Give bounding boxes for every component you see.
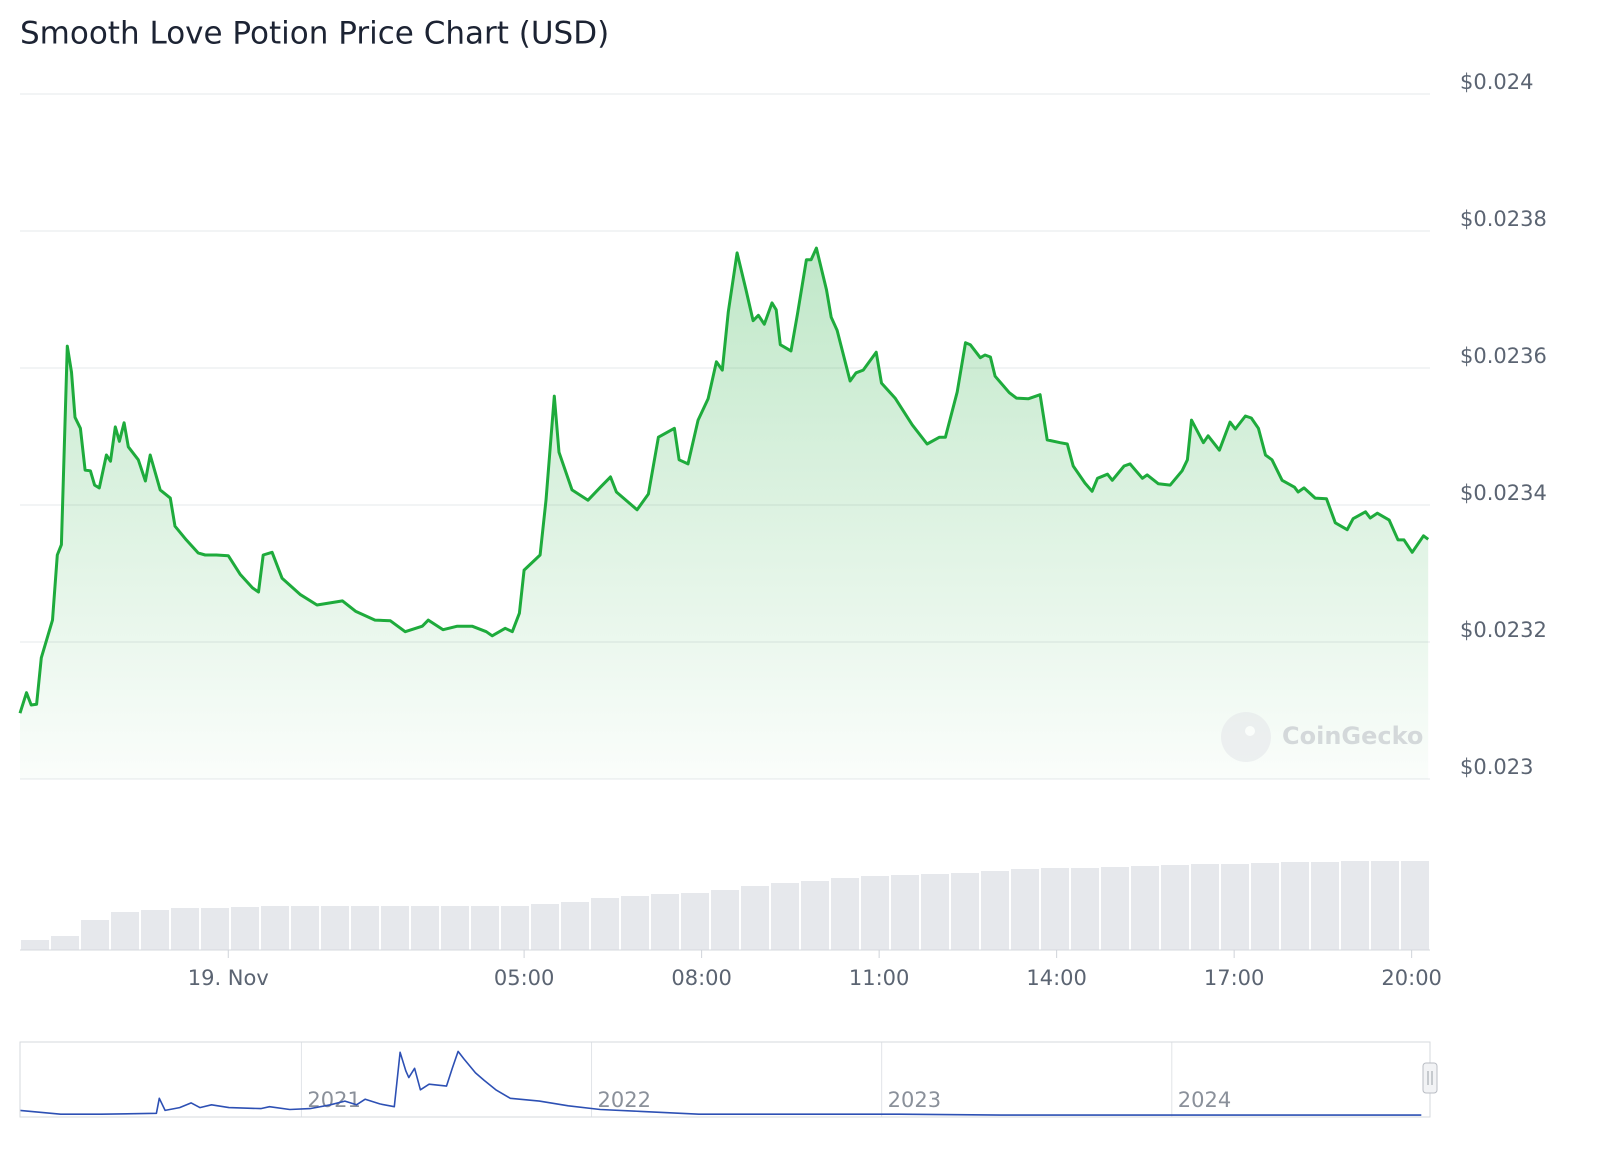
volume-bar xyxy=(231,907,259,950)
volume-bar xyxy=(411,906,439,950)
y-tick-label: $0.023 xyxy=(1460,755,1533,779)
watermark-text: CoinGecko xyxy=(1282,722,1423,750)
volume-bar xyxy=(1191,864,1219,950)
navigator-line xyxy=(19,1050,1422,1116)
navigator-tick-label: 2022 xyxy=(598,1088,651,1112)
volume-bar xyxy=(531,904,559,950)
volume-bar xyxy=(801,881,829,950)
volume-bar xyxy=(1011,869,1039,950)
volume-bar xyxy=(1161,865,1189,950)
volume-bar xyxy=(1131,866,1159,950)
navigator-tick-label: 2023 xyxy=(888,1088,941,1112)
volume-bar xyxy=(441,906,469,950)
volume-bar xyxy=(1341,861,1369,950)
y-tick-label: $0.0236 xyxy=(1460,344,1547,368)
price-line xyxy=(18,246,1430,714)
volume-bar xyxy=(981,871,1009,950)
volume-bar xyxy=(1221,864,1249,950)
x-tick-label: 08:00 xyxy=(671,966,732,990)
volume-bar xyxy=(861,876,889,950)
x-tick-label: 05:00 xyxy=(494,966,555,990)
volume-bar xyxy=(471,906,499,950)
y-tick-label: $0.0234 xyxy=(1460,481,1547,505)
x-tick-label: 14:00 xyxy=(1026,966,1087,990)
volume-bar xyxy=(261,906,289,950)
y-tick-label: $0.0238 xyxy=(1460,207,1547,231)
chart-title: Smooth Love Potion Price Chart (USD) xyxy=(20,16,609,52)
volume-bar xyxy=(321,906,349,950)
volume-bar xyxy=(501,906,529,950)
volume-bar xyxy=(921,874,949,950)
navigator-tick-label: 2024 xyxy=(1178,1088,1231,1112)
volume-bar xyxy=(561,902,589,950)
volume-bar xyxy=(591,898,619,950)
volume-bar xyxy=(711,890,739,950)
volume-bar xyxy=(951,873,979,950)
x-tick-label: 20:00 xyxy=(1381,966,1442,990)
volume-bar xyxy=(681,893,709,950)
volume-bar xyxy=(741,886,769,950)
volume-bar xyxy=(891,875,919,950)
watermark-logo xyxy=(1221,712,1271,762)
volume-bar xyxy=(1401,861,1429,950)
volume-bar xyxy=(81,920,109,950)
x-tick-label: 11:00 xyxy=(849,966,910,990)
watermark: CoinGecko xyxy=(1221,712,1423,762)
volume-bar xyxy=(201,908,229,950)
x-tick-label: 19. Nov xyxy=(188,966,269,990)
volume-bar xyxy=(1071,868,1099,950)
price-area xyxy=(20,248,1429,780)
volume-bar xyxy=(291,906,319,950)
volume-bar xyxy=(1311,862,1339,950)
volume-bar xyxy=(1281,862,1309,950)
y-tick-label: $0.0232 xyxy=(1460,618,1547,642)
volume-bar xyxy=(621,896,649,950)
watermark-logo-eye xyxy=(1245,726,1255,736)
y-tick-label: $0.024 xyxy=(1460,70,1533,94)
volume-bar xyxy=(771,883,799,950)
volume-bar xyxy=(1371,861,1399,950)
volume-bar xyxy=(351,906,379,950)
volume-bar xyxy=(171,908,199,950)
x-tick-label: 17:00 xyxy=(1204,966,1265,990)
volume-bar xyxy=(831,878,859,950)
navigator-handle[interactable] xyxy=(1422,1062,1438,1094)
volume-bar xyxy=(381,906,409,950)
volume-bar xyxy=(651,894,679,950)
volume-bar xyxy=(21,940,49,950)
volume-bar xyxy=(1101,867,1129,950)
volume-bar xyxy=(111,912,139,950)
volume-bar xyxy=(51,936,79,950)
volume-bar xyxy=(1041,868,1069,950)
volume-bar xyxy=(141,910,169,950)
volume-bar xyxy=(1251,863,1279,950)
